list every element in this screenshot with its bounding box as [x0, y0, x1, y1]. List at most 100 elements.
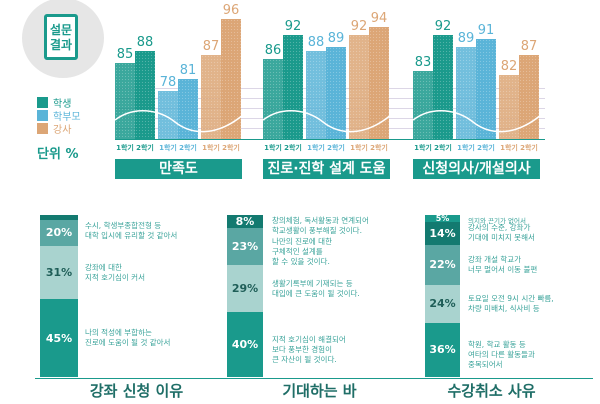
wave-decoration [413, 109, 542, 133]
bar [263, 59, 283, 139]
value-label: 81 [179, 63, 197, 78]
bar [326, 47, 346, 139]
breakdown-segment: 22% [425, 244, 460, 285]
bar [519, 55, 539, 139]
semester-label: 1학기 [457, 144, 475, 152]
semester-label: 1학기 [159, 144, 177, 152]
value-label: 78 [159, 75, 177, 90]
value-label: 88 [307, 35, 325, 50]
segment-percent: 24% [429, 297, 456, 311]
segment-description: 강좌에 대한 지적 호기심이 커서 [85, 262, 145, 282]
unit-label: 단위 % [37, 147, 79, 162]
semester-label: 1학기 [307, 144, 325, 152]
value-label: 87 [202, 39, 220, 54]
segment-description: 수시, 학생부종합전형 등 대학 입시에 유리할 것 같아서 [85, 220, 178, 240]
value-label: 89 [327, 31, 345, 46]
segment-percent: 40% [231, 338, 259, 352]
group-label: 만족도 [115, 159, 242, 179]
segment-percent: 22% [429, 258, 456, 272]
semester-label: 1학기 [414, 144, 432, 152]
breakdown-title: 기대하는 바 [282, 382, 357, 400]
divider [35, 378, 268, 379]
semester-label: 2학기 [284, 144, 302, 152]
bar [115, 63, 135, 139]
segment-description: 창의체험, 독서활동과 연계되어 학교생활이 풍부해질 것이다. [272, 216, 369, 235]
breakdown-segment: 20% [40, 219, 78, 246]
breakdown-segment: 29% [227, 265, 263, 313]
breakdown-title: 수강취소 사유 [447, 382, 536, 400]
segment-description: 의지와 끈기가 없어서 [468, 217, 526, 225]
bar [433, 35, 453, 139]
legend-teacher: 강사 [37, 121, 71, 136]
segment-description: 학원, 학교 활동 등 여타의 다른 활동들과 중복되어서 [468, 339, 535, 369]
semester-label: 2학기 [477, 144, 495, 152]
breakdown-segment: 24% [425, 284, 460, 323]
bar [135, 51, 155, 139]
segment-percent: 5% [435, 214, 450, 224]
bar [476, 39, 496, 139]
divider [420, 378, 593, 379]
value-label: 92 [434, 19, 452, 34]
breakdown-segment: 14% [425, 222, 460, 245]
segment-description: 지적 호기심이 해결되어 보다 풍부한 경험이 큰 자산이 될 것이다. [272, 334, 346, 364]
legend-student: 학생 [37, 95, 71, 110]
value-label: 92 [284, 19, 302, 34]
value-label: 83 [414, 55, 432, 70]
segment-description: 강좌 개설 학교가 너무 멀어서 이동 불편 [468, 254, 538, 274]
breakdown-segment: 36% [425, 322, 460, 377]
clipboard-icon: 설문 결과 [44, 14, 78, 60]
bar [221, 19, 241, 139]
value-label: 91 [477, 23, 495, 38]
semester-label: 1학기 [350, 144, 368, 152]
bar [349, 35, 369, 139]
semester-label: 1학기 [500, 144, 518, 152]
bar [158, 91, 178, 139]
value-label: 88 [136, 35, 154, 50]
semester-label: 1학기 [264, 144, 282, 152]
breakdown-segment: 45% [40, 299, 78, 377]
bar [306, 51, 326, 139]
semester-label: 2학기 [327, 144, 345, 152]
segment-percent: 31% [45, 265, 73, 279]
divider [222, 378, 447, 379]
breakdown-segment: 5% [425, 214, 460, 224]
segment-description: 토요일 오전 9시 시간 빠름, 차량 미배치, 식사비 등 [468, 293, 554, 313]
semester-label: 2학기 [136, 144, 154, 152]
semester-label: 2학기 [370, 144, 388, 152]
semester-label: 2학기 [434, 144, 452, 152]
bar [456, 47, 476, 139]
segment-description: 나의 적성에 부합하는 진로에 도움이 될 것 같아서 [85, 328, 171, 348]
segment-percent: 20% [45, 226, 73, 240]
value-label: 85 [116, 47, 134, 62]
breakdown-segment [40, 215, 78, 220]
semester-label: 2학기 [222, 144, 240, 152]
legend-parent: 학부모 [37, 108, 81, 123]
value-label: 86 [264, 43, 282, 58]
bar [178, 79, 198, 139]
segment-percent: 29% [231, 282, 259, 296]
segment-percent: 8% [235, 214, 255, 228]
semester-label: 1학기 [116, 144, 134, 152]
breakdown-segment: 40% [227, 312, 263, 377]
semester-label: 2학기 [179, 144, 197, 152]
breakdown-segment: 8% [227, 215, 263, 228]
value-label: 87 [520, 39, 538, 54]
bar [499, 75, 519, 139]
segment-percent: 14% [429, 227, 456, 241]
value-label: 96 [222, 3, 240, 18]
wave-decoration [115, 109, 244, 133]
semester-label: 1학기 [202, 144, 220, 152]
segment-description: 강사의 수준, 강좌가 기대에 미치지 못해서 [468, 223, 535, 243]
bar [283, 35, 303, 139]
segment-description: 생활기록부에 기재되는 등 대입에 큰 도움이 될 것이다. [272, 278, 360, 298]
segment-percent: 36% [429, 343, 456, 357]
segment-percent: 45% [45, 331, 73, 345]
value-label: 89 [457, 31, 475, 46]
badge-line1: 설문 [49, 23, 73, 37]
baseline [115, 139, 545, 140]
wave-decoration [263, 109, 392, 133]
breakdown-title: 강좌 신청 이유 [89, 382, 184, 400]
badge-line2: 결과 [49, 38, 73, 52]
value-label: 92 [350, 19, 368, 34]
group-label: 신청의사/개설의사 [413, 159, 540, 179]
